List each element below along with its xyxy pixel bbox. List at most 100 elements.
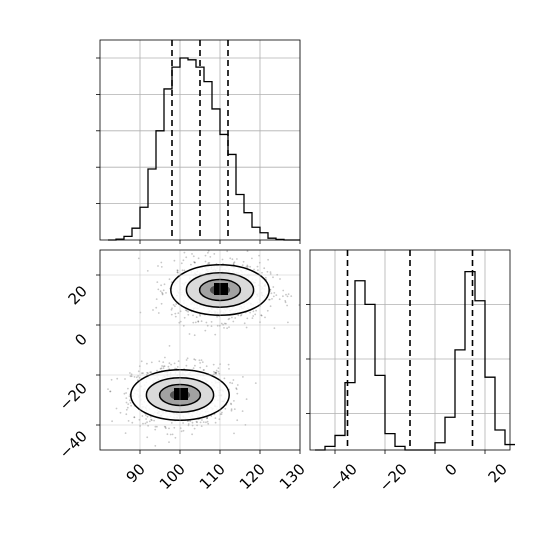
joint-scatter-point — [130, 404, 133, 407]
joint-scatter-point — [252, 310, 255, 313]
joint-scatter-point — [273, 327, 276, 330]
joint-scatter-point — [232, 379, 235, 381]
joint-scatter-point — [215, 369, 218, 372]
joint-scatter-point — [214, 421, 217, 424]
joint-scatter-point — [154, 428, 157, 431]
joint-scatter-point — [251, 257, 253, 260]
joint-scatter-point — [203, 369, 205, 371]
joint-scatter-point — [210, 321, 213, 323]
joint-scatter-point — [111, 420, 113, 423]
joint-scatter-point — [137, 257, 140, 260]
joint-scatter-point — [192, 321, 195, 324]
joint-scatter-point — [158, 360, 161, 363]
joint-frame — [99, 249, 301, 451]
joint-scatter-point — [239, 314, 242, 317]
joint-scatter-point — [159, 290, 162, 292]
joint-scatter-point — [176, 271, 179, 274]
joint-scatter-point — [127, 387, 129, 390]
joint-scatter-point — [207, 422, 210, 425]
joint-scatter-point — [199, 421, 202, 424]
joint-scatter-point — [226, 327, 229, 330]
joint-scatter-point — [273, 292, 276, 294]
joint-scatter-point — [258, 254, 260, 257]
joint-scatter-point — [286, 295, 289, 298]
joint-scatter-point — [183, 269, 186, 272]
joint-scatter-point — [182, 259, 185, 262]
joint-scatter-point — [214, 417, 217, 419]
joint-scatter-point — [194, 321, 197, 324]
joint-scatter-point — [260, 314, 263, 317]
joint-scatter-point — [174, 436, 177, 439]
joint-scatter-point — [161, 293, 164, 296]
joint-scatter-point — [163, 425, 166, 428]
joint-scatter-point — [147, 372, 149, 375]
joint-scatter-point — [241, 410, 244, 412]
joint-scatter-point — [278, 298, 281, 301]
joint-ytick-label-0: 0 — [71, 330, 90, 349]
joint-scatter-point — [232, 262, 235, 265]
joint-scatter-point — [195, 420, 198, 423]
joint-scatter-point — [149, 371, 152, 374]
joint-scatter-point — [125, 397, 128, 399]
joint-scatter-point — [176, 269, 179, 272]
joint-scatter-point — [266, 270, 269, 273]
joint-scatter-point — [115, 407, 118, 410]
joint-scatter-point — [129, 399, 131, 402]
joint-scatter-point — [157, 312, 160, 314]
joint-scatter-point — [245, 398, 248, 400]
joint-scatter-point — [225, 322, 227, 325]
joint-scatter-point — [261, 271, 263, 274]
joint-scatter-point — [197, 320, 200, 323]
joint-scatter-point — [193, 261, 195, 263]
joint-scatter-point — [241, 264, 244, 266]
joint-scatter-point — [233, 408, 236, 410]
joint-scatter-point — [212, 363, 215, 366]
x-marginal-frame — [99, 39, 301, 241]
joint-scatter-point — [204, 254, 207, 257]
joint-scatter-point — [109, 390, 111, 393]
joint-scatter-point — [193, 334, 196, 337]
joint-scatter-point — [191, 421, 194, 424]
joint-scatter-point — [150, 371, 153, 374]
joint-scatter-point — [228, 317, 231, 320]
joint-scatter-point — [266, 309, 269, 312]
joint-scatter-point — [182, 429, 185, 432]
joint-scatter-point — [168, 362, 171, 365]
joint-scatter-point — [124, 378, 126, 380]
joint-scatter-point — [216, 315, 219, 318]
joint-scatter-point — [171, 433, 174, 436]
joint-scatter-point — [160, 302, 163, 305]
joint-scatter-point — [200, 320, 203, 323]
joint-scatter-point — [268, 298, 271, 301]
joint-scatter-point — [233, 400, 235, 402]
joint-scatter-point — [137, 370, 140, 373]
joint-scatter-point — [272, 286, 275, 288]
joint-scatter-point — [214, 372, 217, 374]
joint-scatter-point — [185, 359, 188, 361]
joint-scatter-point — [204, 260, 207, 263]
joint-scatter-point — [235, 387, 238, 390]
joint-scatter-point — [161, 292, 164, 295]
joint-scatter-point — [228, 368, 230, 370]
joint-scatter-point — [127, 403, 130, 405]
joint-scatter-point — [202, 421, 205, 423]
joint-scatter-point — [155, 306, 158, 309]
joint-scatter-point — [192, 314, 194, 317]
joint-scatter-point — [194, 261, 196, 264]
joint-scatter-point — [162, 361, 165, 363]
x-marginal-quantiles — [171, 40, 229, 240]
joint-scatter-point — [174, 305, 176, 308]
joint-scatter-point — [125, 392, 127, 394]
joint-scatter-point — [125, 401, 128, 404]
joint-scatter-point — [197, 320, 200, 323]
joint-scatter-point — [242, 260, 245, 263]
joint-scatter-point — [223, 322, 226, 325]
joint-scatter-point — [109, 390, 112, 393]
joint-scatter-point — [214, 333, 217, 336]
joint-scatter-point — [198, 359, 201, 362]
joint-scatter-point — [154, 445, 157, 447]
joint-scatter-point — [269, 271, 272, 273]
joint-scatter-point — [170, 422, 173, 424]
joint-scatter-point — [144, 414, 147, 416]
